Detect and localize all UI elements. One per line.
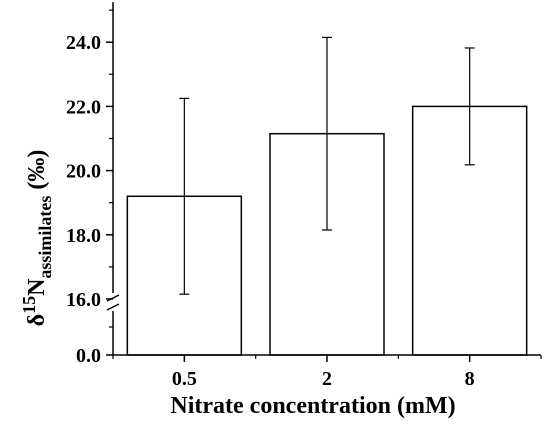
y-label-superscript: 15	[19, 296, 39, 314]
y-tick-label: 24.0	[66, 32, 101, 54]
y-tick-label: 0.0	[76, 345, 101, 367]
x-tick-label: 2	[322, 368, 332, 390]
y-label-suffix: (‰)	[24, 150, 50, 196]
y-label-subscript: assimilates	[35, 196, 55, 279]
y-tick-label: 20.0	[66, 161, 101, 183]
y-label-prefix: δ	[24, 314, 50, 326]
x-axis-label: Nitrate concentration (mM)	[170, 393, 455, 419]
y-tick-label: 22.0	[66, 96, 101, 118]
y-axis-label: δ15Nassimilates (‰)	[19, 150, 55, 327]
plot-area: 0.5 2 8 16.0 18.0 20.0 22.0 24.0 0.0	[66, 2, 542, 390]
y-label-main: N	[24, 278, 50, 296]
y-tick-label: 18.0	[66, 225, 101, 247]
x-tick-label: 8	[465, 368, 475, 390]
x-tick-label: 0.5	[172, 368, 197, 390]
y-tick-label: 16.0	[66, 289, 101, 311]
axis-break-mark	[106, 303, 120, 311]
axis-break-mark	[106, 294, 120, 302]
